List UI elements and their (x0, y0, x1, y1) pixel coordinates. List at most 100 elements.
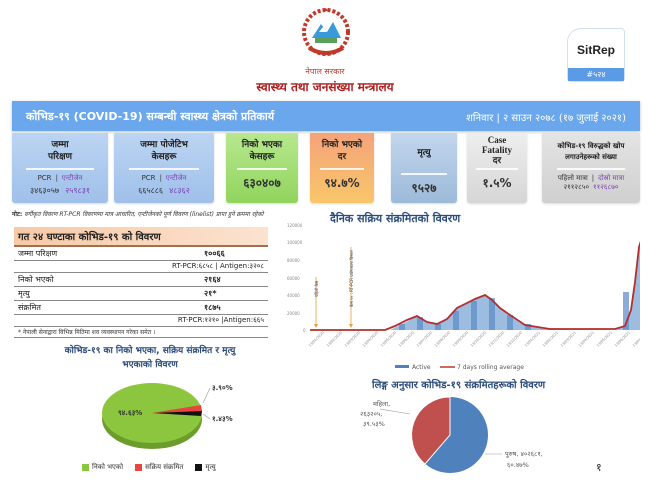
table-row: निको भएको २१६४ (14, 273, 268, 287)
card-title: Fatality (482, 145, 512, 155)
legend-item: निको भएको (82, 463, 123, 472)
divider (129, 168, 199, 170)
ministry-title: स्वास्थ्य तथा जनसंख्या मन्त्रालय (256, 80, 394, 94)
svg-text:13/07/2021: 13/07/2021 (632, 331, 640, 348)
dose2-value: ११२६८७० (593, 183, 619, 191)
card-title: दर (337, 152, 347, 162)
note-prefix: नोट: (12, 211, 23, 218)
pie-label-deaths: १.४३% (212, 415, 233, 423)
card-vaccination: कोभिड-१९ विरुद्धको खोप लगाउनेहरूको संख्या… (542, 133, 640, 203)
row-value: २१* (204, 289, 217, 298)
row-label: संक्रमित (18, 303, 41, 312)
pie-label-active: ३.९०% (212, 384, 233, 392)
svg-text:13/04/2020: 13/04/2020 (362, 331, 379, 348)
card-title: केसहरू (249, 152, 275, 162)
card-recovered: निको भएका केसहरू ६३०४०७ (226, 133, 298, 203)
table-footnote: * नेपाली सेनाद्वारा विभिन्न मितिमा शव व्… (14, 327, 268, 338)
card-title: दर (492, 155, 502, 165)
svg-text:13/02/2021: 13/02/2021 (542, 331, 559, 348)
svg-text:13/06/2020: 13/06/2020 (398, 331, 415, 348)
svg-text:13/11/2020: 13/11/2020 (488, 331, 505, 348)
female-percent: ३९.५३% (363, 420, 385, 428)
svg-text:13/01/2020: 13/01/2020 (308, 331, 325, 348)
card-recovery-rate: निको भएको दर ९४.७% (310, 133, 374, 203)
note-text: वर्गीकृत विवरण RT-PCR विवरणमा मात्र आधार… (24, 211, 264, 218)
svg-text:13/12/2020: 13/12/2020 (506, 331, 523, 348)
card-case-fatality: Case Fatality दर १.५% (467, 133, 527, 203)
card-title: निको भएका (241, 140, 283, 150)
sitrep-number: #५२४ (568, 68, 624, 81)
card-title: लगाउनेहरूको संख्या (565, 153, 617, 161)
divider (400, 173, 448, 175)
title-banner: कोभिड-१९ (COVID-19) सम्बन्धी स्वास्थ्य क… (12, 101, 640, 131)
svg-text:13/01/2021: 13/01/2021 (524, 331, 541, 348)
table-title: गत २४ घण्टाका कोभिड-१९ को विवरण (14, 227, 268, 247)
card-total-tests: जम्मा परिक्षण PCR | एन्टीजेन ३४६३०५७ २५९८३१ (12, 133, 108, 203)
card-title: जम्मा पोजेटिभ (140, 140, 188, 150)
legend-swatch (82, 463, 89, 471)
row-label: निको भएको (18, 275, 54, 284)
pie-label-recovered: ९४.६३% (118, 409, 142, 417)
svg-text:13/03/2021: 13/03/2021 (560, 331, 577, 348)
card-title: केसहरू (151, 152, 177, 162)
nepal-emblem-icon (297, 8, 355, 60)
card-title: कोभिड-१९ विरुद्धको खोप (557, 142, 625, 150)
card-value: ९४.७% (324, 176, 360, 190)
legend-active: Active (412, 364, 431, 371)
gender-pie-chart: महिला, २६३२०५, ३९.५३% पुरुष, ४०२६८१, ६०.… (360, 396, 543, 473)
title-line: भएकाको विवरण (122, 360, 178, 370)
legend-item: सक्रिय संक्रमित (135, 463, 183, 472)
antigen-value: ४८३६२ (169, 186, 190, 195)
card-total-positive: जम्मा पोजेटिभ केसहरू PCR | एन्टीजेन ६६५८८६ ४… (114, 133, 214, 203)
legend-swatch (135, 463, 143, 471)
svg-text:13/05/2020: 13/05/2020 (380, 331, 397, 348)
row-value: १८७५ (204, 303, 221, 312)
card-title: परिक्षण (47, 152, 73, 162)
svg-text:100000: 100000 (287, 240, 303, 245)
banner-title: कोभिड-१९ (COVID-19) सम्बन्धी स्वास्थ्य क… (26, 110, 275, 123)
svg-text:80000: 80000 (287, 258, 300, 263)
svg-text:13/09/2020: 13/09/2020 (452, 331, 469, 348)
note: नोट: वर्गीकृत विवरण RT-PCR विवरणमा मात्र… (12, 210, 264, 218)
male-label: पुरुष, ४०२६८१, (505, 450, 543, 458)
outcome-pie-legend: निको भएको सक्रिय संक्रमित मृत्यु (82, 463, 216, 472)
divider (476, 168, 518, 170)
card-title: जम्मा (51, 140, 69, 150)
page-number: १ (596, 461, 602, 474)
legend-item: मृत्यु (195, 463, 216, 472)
dose1-value: २११२८५० (563, 183, 589, 191)
row-value: १००६६ (204, 249, 225, 258)
divider (26, 168, 94, 170)
female-label: महिला, (373, 400, 390, 408)
card-value: १.५% (482, 176, 512, 190)
female-value: २६३२०५, (360, 410, 382, 418)
antigen-label: एन्टीजेन (61, 174, 83, 182)
legend-swatch (195, 463, 203, 471)
svg-text:13/03/2020: 13/03/2020 (344, 331, 361, 348)
svg-text:13/02/2020: 13/02/2020 (326, 331, 343, 348)
svg-text:0: 0 (303, 328, 306, 333)
pcr-label: PCR (37, 174, 52, 182)
legend-label: सक्रिय संक्रमित (145, 463, 184, 471)
card-title: मृत्यु (417, 148, 431, 158)
card-title: Case (487, 135, 507, 145)
svg-text:13/05/2021: 13/05/2021 (596, 331, 613, 348)
svg-text:13/07/2020: 13/07/2020 (416, 331, 433, 348)
annotation-lab-expansion: केस १० : RT-PCR प्रयोगशाला विस्तार (349, 250, 354, 307)
table-row: संक्रमित १८७५ (14, 301, 268, 315)
table-row: मृत्यु २१* (14, 287, 268, 301)
legend-label: मृत्यु (205, 463, 216, 471)
table-row: जम्मा परिक्षण १००६६ (14, 247, 268, 261)
male-percent: ६०.४७% (507, 461, 529, 469)
svg-text:20000: 20000 (287, 311, 300, 316)
svg-text:13/04/2021: 13/04/2021 (578, 331, 595, 348)
table-subrow: RT-PCR:१२१० |Antigen:६६५ (14, 315, 268, 327)
government-label: नेपाल सरकार (305, 67, 345, 76)
card-deaths: मृत्यु ९५२७ (391, 133, 457, 203)
annotation-first-case: पहिलो केस (314, 280, 319, 297)
pcr-label: PCR (141, 174, 156, 182)
pcr-value: ३४६३०५७ (29, 186, 60, 195)
row-label: जम्मा परिक्षण (18, 249, 58, 258)
table-subrow: RT-PCR:६८५८ | Antigen:३२०८ (14, 261, 268, 273)
legend-label: निको भएको (92, 463, 124, 471)
